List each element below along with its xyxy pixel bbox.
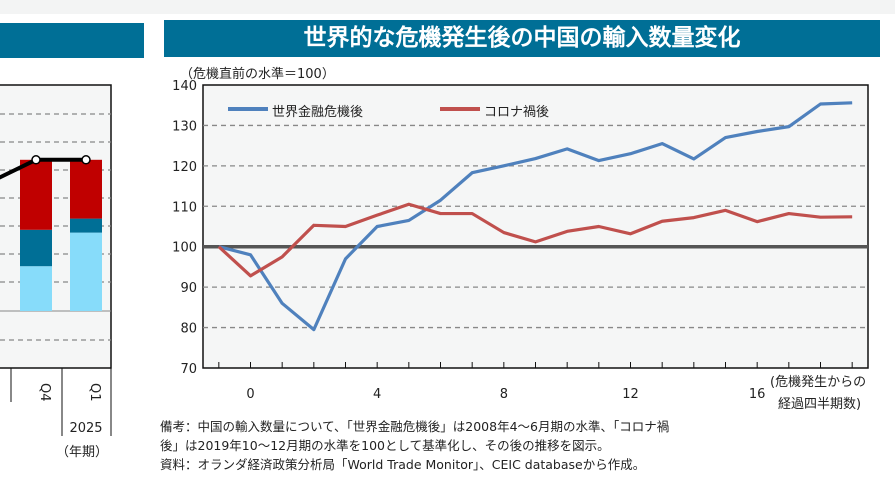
x-axis-label: （年期）	[56, 445, 108, 460]
bar-segment	[70, 232, 102, 311]
top-strip	[0, 0, 895, 14]
y-tick-label: 110	[172, 200, 197, 215]
chart-title: 世界的な危機発生後の中国の輸入数量変化	[164, 20, 880, 57]
x-tick-label: 16	[749, 387, 766, 402]
note-line-1: 備考：中国の輸入数量について、「世界金融危機後」は2008年4～6月期の水準、「…	[160, 419, 670, 434]
note-line-2: 後」は2019年10～12月期の水準を100として基準化し、その後の推移を図示。	[160, 438, 610, 453]
year-label: 2025	[69, 421, 102, 436]
x-axis-label-line2: 経過四半期数)	[778, 397, 861, 412]
bar-segment	[70, 159, 102, 219]
x-axis-label-line1: (危機発生からの	[770, 375, 866, 390]
x-tick-label: 4	[373, 387, 381, 402]
x-tick-label: Q1	[87, 383, 102, 402]
x-tick-label: 0	[246, 387, 254, 402]
left-chart-title-bar	[0, 23, 144, 58]
y-tick-label: 70	[180, 362, 197, 377]
total-marker	[31, 155, 41, 165]
bar-segment	[20, 159, 52, 230]
source-line: 資料：オランダ経済政策分析局「World Trade Monitor」、CEIC…	[160, 457, 646, 472]
bar-segment	[20, 266, 52, 311]
legend-label: コロナ禍後	[484, 104, 549, 120]
x-tick-label: 8	[500, 387, 508, 402]
x-tick-label: Q4	[37, 383, 52, 402]
legend-label: 世界金融危機後	[272, 104, 363, 120]
y-tick-label: 100	[172, 241, 197, 256]
x-tick-label: 12	[622, 387, 639, 402]
total-marker	[81, 155, 91, 165]
total-line-segment	[0, 158, 37, 180]
bar-segment	[70, 218, 102, 233]
y-tick-label: 140	[172, 79, 197, 94]
y-axis-label: （危機直前の水準＝100）	[180, 66, 335, 82]
plot-frame	[202, 84, 869, 369]
y-tick-label: 120	[172, 160, 197, 175]
y-tick-label: 90	[180, 281, 197, 296]
y-tick-label: 130	[172, 119, 197, 134]
y-tick-label: 80	[180, 322, 197, 337]
bar-segment	[20, 229, 52, 267]
